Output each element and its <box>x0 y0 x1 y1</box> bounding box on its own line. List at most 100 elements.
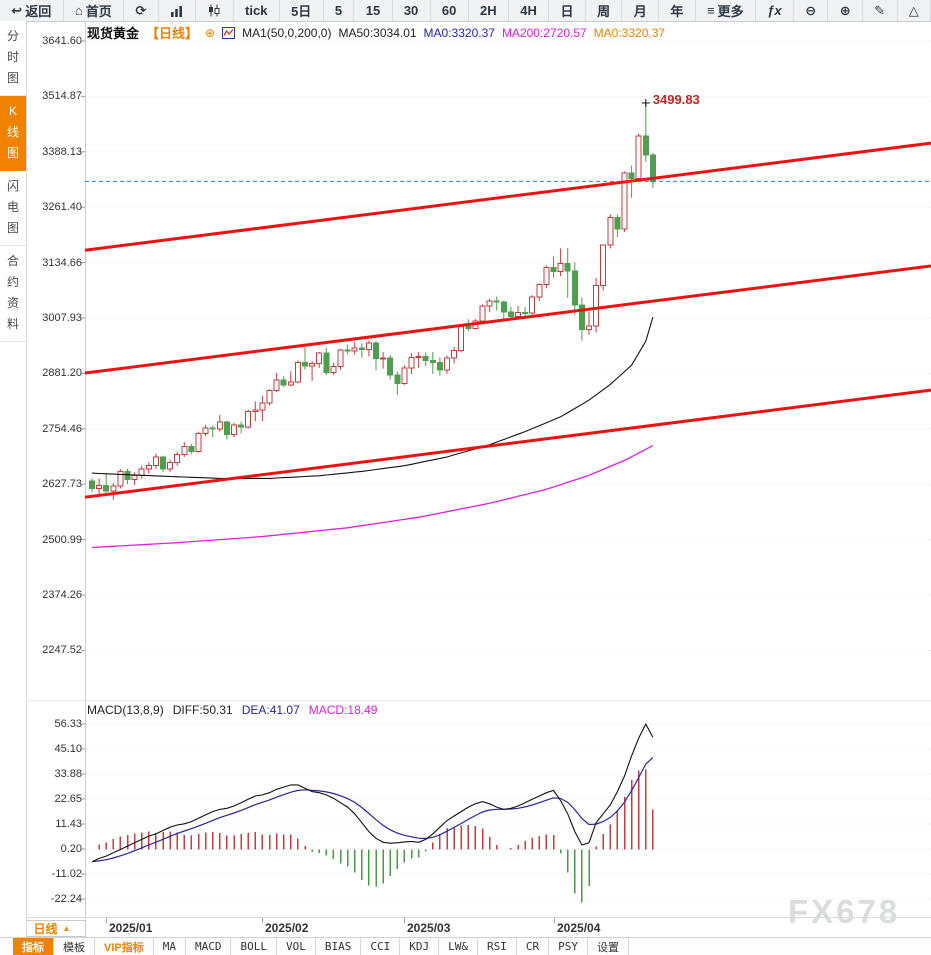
tab-VIP指标[interactable]: VIP指标 <box>95 938 154 955</box>
menu-icon: ≡ <box>706 3 715 18</box>
macd-axis-label: 33.88 <box>54 768 82 780</box>
triangle-up-icon: ▲ <box>62 923 71 933</box>
toolbar-button-label: 日 <box>560 4 574 19</box>
macd-name: MACD(13,8,9) <box>87 703 164 717</box>
date-axis: 日线 ▲ 2025/01 2025/02 2025/03 2025/04 <box>0 917 931 938</box>
zoom-in-icon: ⊕ <box>839 3 851 18</box>
month-tick <box>106 918 107 923</box>
toolbar-button-4h[interactable]: 4H <box>509 0 550 21</box>
macd-macd-value: MACD:18.49 <box>308 703 378 717</box>
toolbar-button-label: 返回 <box>25 4 52 19</box>
price-axis-label: 2881.20 <box>42 367 82 380</box>
high-price-annotation: 3499.83 <box>653 92 700 107</box>
price-axis-label: 2374.26 <box>42 589 82 601</box>
ma-settings: MA1(50,0,200,0) <box>242 25 332 40</box>
month-label: 2025/03 <box>407 921 451 935</box>
toolbar-button-label: 月 <box>633 4 647 19</box>
toolbar-button-tick[interactable]: tick <box>234 0 280 21</box>
symbol-name: 现货黄金 <box>87 26 140 41</box>
tab-MACD[interactable]: MACD <box>186 938 232 955</box>
month-label: 2025/02 <box>265 921 309 935</box>
toolbar-button-year[interactable]: 年 <box>659 0 696 21</box>
tab-KDJ[interactable]: KDJ <box>400 938 440 955</box>
add-indicator-icon[interactable]: ⊕ <box>205 25 216 40</box>
toolbar-button-5d[interactable]: 5日 <box>280 0 324 21</box>
toolbar-button-refresh[interactable]: ⟳ <box>124 0 159 21</box>
sidebar-item-闪电图[interactable]: 闪电图 <box>0 171 26 246</box>
sidebar-item-合约资料[interactable]: 合约资料 <box>0 246 26 342</box>
toolbar-button-more[interactable]: ≡ 更多 <box>696 0 756 21</box>
toolbar-button-30m[interactable]: 30 <box>393 0 431 21</box>
toolbar-button-label: 60 <box>441 3 457 18</box>
macd-axis-label: 0.20 <box>60 843 82 855</box>
macd-axis-label: -11.02 <box>51 868 82 880</box>
tab-模板[interactable]: 模板 <box>54 938 95 955</box>
toolbar-button-bar-chart[interactable] <box>159 0 197 21</box>
toolbar-button-label: tick <box>245 3 268 18</box>
watermark: FX678 <box>788 893 901 930</box>
month-tick <box>262 918 263 923</box>
toolbar-button-draw[interactable]: ✎ <box>863 0 898 21</box>
chart-type-icon[interactable] <box>222 26 236 39</box>
toolbar-button-zoom-in[interactable]: ⊕ <box>828 0 863 21</box>
toolbar-button-label: 年 <box>670 4 684 19</box>
toolbar-button-label: 周 <box>597 4 611 19</box>
period-selector[interactable]: 日线 ▲ <box>18 920 86 937</box>
ma200-value: MA200:2720.57 <box>501 25 587 40</box>
macd-layer <box>91 722 654 903</box>
price-axis-label: 3261.40 <box>42 201 82 214</box>
toolbar-button-fx[interactable]: ƒx <box>756 0 794 21</box>
period-tag: 【日线】 <box>146 26 199 41</box>
arrow-back-icon: ↩ <box>11 3 23 18</box>
toolbar-button-month[interactable]: 月 <box>622 0 660 21</box>
zoom-out-icon: ⊖ <box>805 3 817 18</box>
macd-axis-label: 22.65 <box>54 793 82 805</box>
tab-BIAS[interactable]: BIAS <box>316 938 362 955</box>
toolbar-button-5m[interactable]: 5 <box>324 0 355 21</box>
tab-RSI[interactable]: RSI <box>478 938 517 955</box>
toolbar-button-label: 更多 <box>717 4 744 19</box>
toolbar-button-home[interactable]: ⌂ 首页 <box>64 0 125 21</box>
toolbar-button-label: 30 <box>403 3 419 18</box>
tab-CR[interactable]: CR <box>517 938 550 955</box>
toolbar-button-label: 5日 <box>291 4 312 19</box>
toolbar-button-back[interactable]: ↩ 返回 <box>0 0 64 21</box>
refresh-icon: ⟳ <box>135 3 147 18</box>
bar-chart-icon <box>170 5 182 17</box>
home-icon: ⌂ <box>74 3 83 18</box>
tab-设置[interactable]: 设置 <box>588 938 629 955</box>
macd-dea-value: DEA:41.07 <box>241 703 300 717</box>
tab-MA[interactable]: MA <box>154 938 186 955</box>
tab-BOLL[interactable]: BOLL <box>231 938 277 955</box>
price-axis-label: 3134.66 <box>42 256 82 269</box>
toolbar-button-zoom-out[interactable]: ⊖ <box>794 0 829 21</box>
macd-axis-label: 45.10 <box>54 743 82 755</box>
sidebar-item-分时图[interactable]: 分时图 <box>0 21 26 96</box>
tab-VOL[interactable]: VOL <box>277 938 316 955</box>
toolbar-button-candlestick[interactable] <box>196 0 234 21</box>
ma50-value: MA50:3034.01 <box>338 25 417 40</box>
price-axis-label: 2500.99 <box>42 533 82 546</box>
candlestick-icon <box>209 4 220 17</box>
toolbar-button-15m[interactable]: 15 <box>354 0 393 21</box>
toolbar-button-day[interactable]: 日 <box>549 0 586 21</box>
tab-LW&[interactable]: LW& <box>439 938 478 955</box>
tab-CCI[interactable]: CCI <box>361 938 401 955</box>
macd-axis-label: 56.33 <box>54 718 82 730</box>
tab-PSY[interactable]: PSY <box>549 938 588 955</box>
toolbar-button-shapes[interactable]: △ <box>898 0 931 21</box>
overlay-lines-layer: 3499.83 <box>84 92 931 549</box>
toolbar-button-60m[interactable]: 60 <box>431 0 469 21</box>
triangle-icon: △ <box>908 3 919 18</box>
candles-layer <box>89 102 656 500</box>
month-tick <box>404 918 405 923</box>
toolbar-button-2h[interactable]: 2H <box>469 0 509 21</box>
macd-diff-value: DIFF:50.31 <box>172 703 233 717</box>
tab-指标[interactable]: 指标 <box>13 938 54 955</box>
month-label: 2025/01 <box>109 921 153 935</box>
toolbar-button-week[interactable]: 周 <box>586 0 623 21</box>
